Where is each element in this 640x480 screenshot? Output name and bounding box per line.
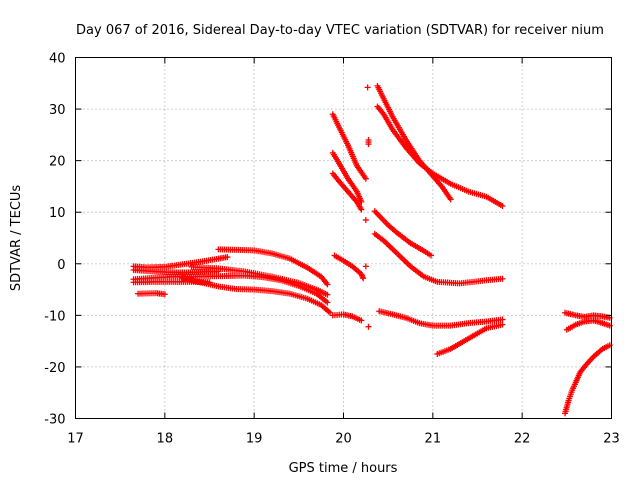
series-arc-09 xyxy=(331,252,367,282)
x-tick-label: 21 xyxy=(425,432,442,447)
x-axis-label: GPS time / hours xyxy=(289,461,398,476)
data-point xyxy=(362,263,369,270)
data-point xyxy=(324,281,331,288)
y-tick-label: 30 xyxy=(49,103,66,118)
x-tick-label: 19 xyxy=(246,432,263,447)
y-tick-label: 0 xyxy=(57,258,65,273)
data-point xyxy=(224,254,231,261)
data-point xyxy=(362,175,369,182)
x-tick-label: 22 xyxy=(514,432,531,447)
series-arc-02 xyxy=(215,246,331,288)
data-point xyxy=(364,84,371,91)
x-tick-label: 23 xyxy=(603,432,620,447)
series-arc-08 xyxy=(179,275,334,316)
y-axis-label: SDTVAR / TECUs xyxy=(9,185,24,292)
plot-frame xyxy=(75,57,612,419)
series-arc-26 xyxy=(562,309,613,321)
data-point xyxy=(447,196,454,203)
series-arc-10 xyxy=(329,311,365,324)
series-arc-13 xyxy=(362,216,369,223)
series-arc-14 xyxy=(365,137,372,148)
data-point xyxy=(360,275,367,282)
data-point xyxy=(365,141,372,148)
series-arc-27 xyxy=(563,317,613,333)
y-tick-label: -10 xyxy=(44,309,65,324)
series-arc-22 xyxy=(374,103,506,210)
data-point xyxy=(499,275,506,282)
data-point xyxy=(365,323,372,330)
data-point xyxy=(499,203,506,210)
series-arc-25 xyxy=(562,342,613,417)
series-arc-11 xyxy=(365,323,372,330)
y-tick-label: 20 xyxy=(49,155,66,170)
y-tick-label: 10 xyxy=(49,206,66,221)
x-tick-label: 18 xyxy=(157,432,174,447)
chart-title: Day 067 of 2016, Sidereal Day-to-day VTE… xyxy=(76,23,604,38)
data-point xyxy=(499,321,506,328)
series-arc-23 xyxy=(376,308,506,329)
series-arc-03 xyxy=(130,266,222,276)
data-point xyxy=(428,252,435,259)
y-tick-label: -20 xyxy=(44,361,65,376)
data-point xyxy=(499,316,506,323)
data-point xyxy=(161,291,168,298)
data-point xyxy=(324,299,331,306)
series-arc-18 xyxy=(329,170,365,213)
data-markers xyxy=(130,82,613,417)
data-point xyxy=(324,291,331,298)
series-arc-12 xyxy=(362,263,369,270)
series-arc-16 xyxy=(329,111,369,182)
data-point xyxy=(358,317,365,324)
x-tick-label: 17 xyxy=(67,432,84,447)
series-arc-17 xyxy=(329,149,365,205)
data-point xyxy=(362,216,369,223)
series-arc-15 xyxy=(364,84,371,91)
y-tick-label: 40 xyxy=(49,52,66,67)
data-point xyxy=(358,206,365,213)
y-tick-label: -30 xyxy=(44,413,65,428)
series-arc-07 xyxy=(135,290,168,298)
series-arc-20 xyxy=(371,230,506,287)
series-arc-24 xyxy=(434,321,506,358)
x-tick-label: 20 xyxy=(335,432,352,447)
series-arc-19 xyxy=(371,208,435,259)
